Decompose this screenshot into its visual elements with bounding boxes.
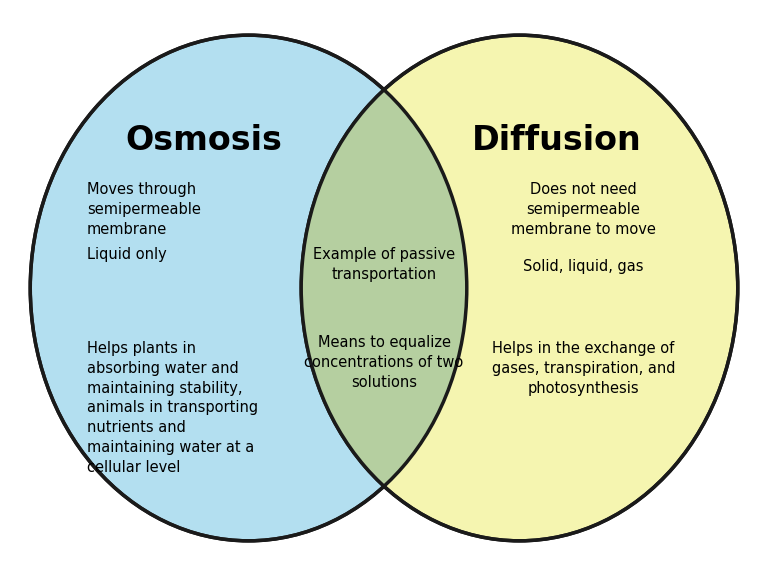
Text: Example of passive
transportation: Example of passive transportation [313, 247, 455, 282]
Text: Means to equalize
concentrations of two
solutions: Means to equalize concentrations of two … [304, 335, 464, 389]
Ellipse shape [301, 35, 738, 541]
Text: Helps plants in
absorbing water and
maintaining stability,
animals in transporti: Helps plants in absorbing water and main… [87, 341, 258, 475]
Ellipse shape [30, 35, 467, 541]
Text: Diffusion: Diffusion [472, 124, 642, 157]
Text: Moves through
semipermeable
membrane: Moves through semipermeable membrane [87, 182, 200, 237]
Ellipse shape [30, 35, 467, 541]
Text: Solid, liquid, gas: Solid, liquid, gas [523, 259, 644, 274]
Text: Osmosis: Osmosis [125, 124, 282, 157]
Text: Helps in the exchange of
gases, transpiration, and
photosynthesis: Helps in the exchange of gases, transpir… [492, 341, 675, 396]
Text: Liquid only: Liquid only [87, 247, 167, 262]
Text: Does not need
semipermeable
membrane to move: Does not need semipermeable membrane to … [511, 182, 656, 237]
